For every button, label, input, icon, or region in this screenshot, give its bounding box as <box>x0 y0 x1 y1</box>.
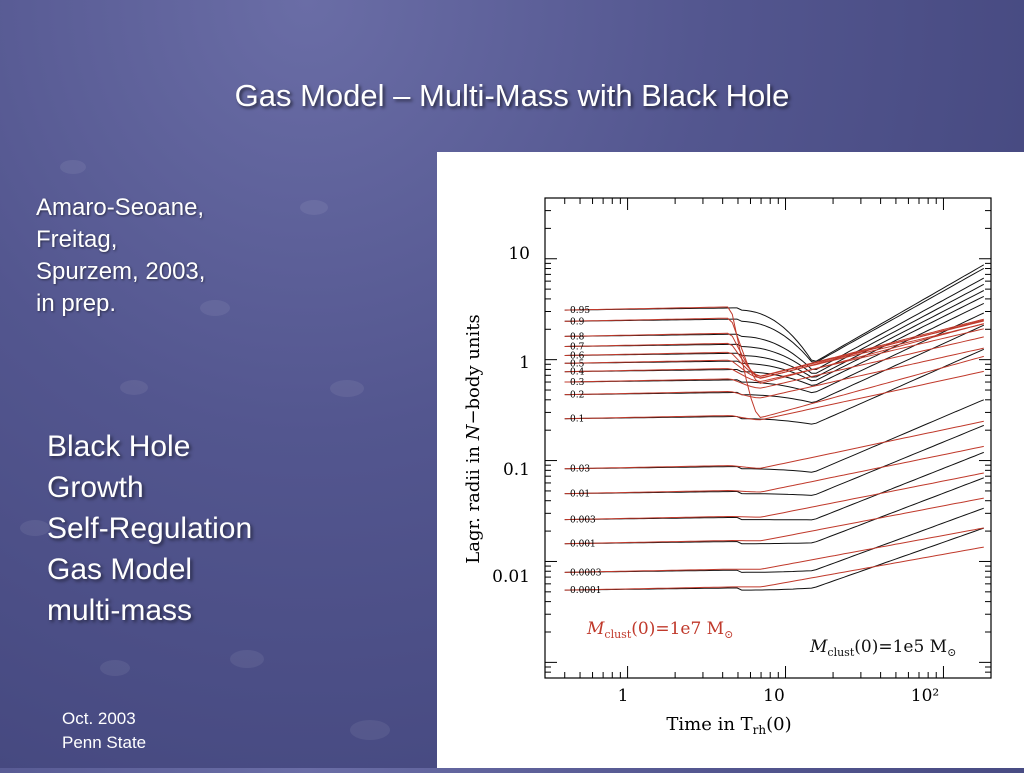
background-dot <box>300 200 328 215</box>
background-dot <box>20 520 50 536</box>
mass-fraction-label: 0.001 <box>570 540 596 550</box>
topic-item: multi-mass <box>47 594 193 627</box>
axis-ticks <box>544 197 992 679</box>
footer-venue: Penn State <box>62 733 147 752</box>
footer: Oct. 2003 Penn State <box>62 707 146 755</box>
mass-fraction-label: 0.4 <box>570 368 585 378</box>
topic-list: Black Hole Growth Self-Regulation Gas Mo… <box>47 426 252 631</box>
mass-fraction-label: 0.8 <box>570 332 585 342</box>
mass-fraction-label: 0.01 <box>570 490 590 500</box>
black-series-label: Mclust(0)=1e5 M⊙ <box>809 637 956 659</box>
black-curve <box>564 527 984 591</box>
black-curve <box>564 424 984 496</box>
red-curve <box>564 420 984 470</box>
author-line: Freitag, <box>36 226 118 253</box>
red-curve <box>564 328 984 383</box>
mass-fraction-labels: 0.950.9 0.80.70.60.50.40.3 0.2 0.1 0.03 0.01 0… <box>570 306 602 596</box>
curve-group <box>564 264 985 591</box>
author-line: Spurzem, 2003, <box>36 258 206 285</box>
x-axis-label: Time in Trh(0) <box>666 714 791 737</box>
background-dot <box>230 650 264 668</box>
black-curve <box>564 477 984 545</box>
topic-item: Black Hole <box>47 430 191 463</box>
x-tick-label: 10 <box>763 686 785 706</box>
background-dot <box>100 660 130 676</box>
mass-fraction-label: 0.2 <box>570 391 584 401</box>
red-series-label: Mclust(0)=1e7 M⊙ <box>586 619 733 641</box>
black-curve <box>564 507 984 573</box>
figure-panel: 0.95 0.9 0.8 0.7 0.6 0.5 0.4 0.3 0.2 0.1 0.03 0.01 0… <box>437 152 1024 768</box>
background-dot <box>350 720 390 740</box>
red-curve <box>564 445 984 495</box>
x-tick-label: 10² <box>911 686 939 706</box>
y-tick-label: 0.1 <box>503 460 530 480</box>
background-dot <box>120 380 148 395</box>
mass-fraction-label: 0.9 <box>570 317 585 327</box>
mass-fraction-label: 0.03 <box>570 465 590 475</box>
mass-fraction-label: 0.0001 <box>570 586 602 596</box>
topic-item: Growth <box>47 471 144 504</box>
background-dot <box>200 300 230 316</box>
mass-fraction-label: 0.6 <box>570 352 585 362</box>
author-list: Amaro-Seoane, Freitag, Spurzem, 2003, in… <box>36 192 205 320</box>
red-curve <box>564 472 984 521</box>
red-curve <box>564 320 984 377</box>
y-tick-label: 1 <box>519 353 530 373</box>
background-dot <box>330 380 364 397</box>
author-line: Amaro-Seoane, <box>36 194 205 221</box>
red-curve <box>564 336 984 389</box>
red-curve <box>564 306 984 418</box>
red-curve <box>564 347 984 399</box>
mass-fraction-label: 0.3 <box>570 378 585 388</box>
plot-frame <box>544 197 992 679</box>
black-curve <box>564 277 985 371</box>
background-dot <box>60 160 86 174</box>
red-curve <box>564 497 984 545</box>
mass-fraction-label: 0.003 <box>570 516 596 526</box>
lagrangian-radii-chart: 0.950.9 0.80.70.60.50.40.3 0.2 0.1 0.03 0.01 0… <box>463 197 992 737</box>
red-curve <box>564 323 984 379</box>
author-line: in prep. <box>36 290 117 317</box>
red-curve <box>564 527 984 573</box>
x-tick-label: 1 <box>618 686 629 706</box>
footer-date: Oct. 2003 <box>62 709 136 728</box>
slide-title: Gas Model – Multi-Mass with Black Hole <box>234 78 790 113</box>
red-curve <box>564 319 984 379</box>
red-curve <box>564 370 984 421</box>
topic-item: Gas Model <box>47 553 193 586</box>
y-tick-label: 0.01 <box>492 567 530 587</box>
red-curve <box>564 317 984 384</box>
red-curve <box>564 546 984 591</box>
mass-fraction-label: 0.1 <box>570 415 584 425</box>
mass-fraction-label: 0.5 <box>570 359 585 369</box>
mass-fraction-label: 0.0003 <box>570 568 602 578</box>
y-tick-label: 10 <box>508 244 530 264</box>
black-curve <box>564 399 984 473</box>
topic-item: Self-Regulation <box>47 512 253 545</box>
y-axis-label: Lagr. radii in N−body units <box>463 314 484 563</box>
mass-fraction-label: 0.7 <box>570 343 585 353</box>
mass-fraction-label: 0.95 <box>570 306 590 316</box>
black-curve <box>564 267 985 363</box>
black-curve <box>564 264 985 362</box>
